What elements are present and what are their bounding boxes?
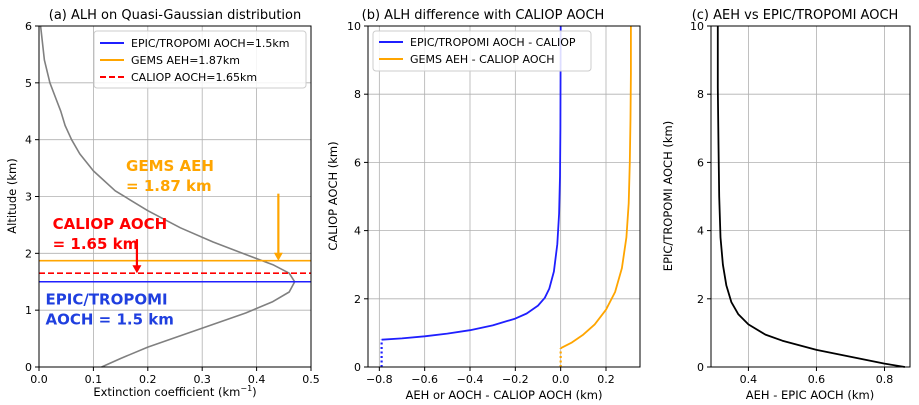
panel-c-xtick-label-0: 0.4 (740, 373, 758, 386)
panel-c-ytick-label-5: 10 (690, 20, 704, 33)
panel-a-legend-box (93, 30, 307, 89)
panel-b-ylabel: CALIOP AOCH (km) (326, 141, 340, 250)
panel-c-xtick-label-1: 0.6 (808, 373, 826, 386)
panel-b-legend-box (372, 30, 592, 72)
panel-b-frame (367, 25, 641, 368)
legend-a-label-gems: GEMS AEH=1.87km (131, 54, 240, 67)
panel-a-xlabel-sup: −1 (240, 384, 252, 393)
legend-b-label-epic: EPIC/TROPOMI AOCH - CALIOP (410, 36, 576, 49)
panel-a-ytick-label-2: 2 (25, 247, 32, 260)
panel-a-annotations: GEMS AEH = 1.87 km CALIOP AOCH = 1.65 km EPI… (46, 157, 283, 328)
panel-c-xtick-label-2: 0.8 (876, 373, 894, 386)
panel-b-grid (368, 25, 640, 368)
panel-b-legend: EPIC/TROPOMI AOCH - CALIOP GEMS AEH - CA… (372, 30, 592, 72)
panel-c-series-0 (716, 26, 906, 368)
panel-c-xlabel: AEH - EPIC AOCH (km) (746, 388, 874, 402)
panel-a-legend: EPIC/TROPOMI AOCH=1.5km GEMS AEH=1.87km … (93, 30, 307, 89)
panel-a-xtick-label-0: 0.0 (30, 373, 48, 386)
panel-a-ytick-label-3: 3 (25, 191, 32, 204)
panel-a-profile-line (39, 25, 296, 368)
panel-a: (a) ALH on Quasi-Gaussian distribution 0… (5, 8, 320, 399)
panel-a-annotation-2-line-0: EPIC/TROPOMI (46, 290, 168, 308)
panel-a-xtick-label-1: 0.1 (85, 373, 103, 386)
panel-c: (c) AEH vs EPIC/TROPOMI AOCH 0.4 0.6 0.8 0 2… (661, 8, 911, 402)
panel-b-xtick-label-1: −0.6 (411, 373, 438, 386)
panel-a-xtick-label-5: 0.5 (302, 373, 320, 386)
panel-b-ytick-label-4: 8 (354, 88, 361, 101)
panel-a-annotation-1-arrow-head (132, 265, 142, 274)
panel-a-annotation-0-line-1: = 1.87 km (126, 177, 212, 195)
panel-a-xlabel: Extinction coefficient (km−1) (93, 384, 256, 399)
panel-b-ytick-label-2: 4 (354, 225, 361, 238)
panel-b-ytick-label-1: 2 (354, 293, 361, 306)
panel-a-annotation-1-line-1: = 1.65 km (53, 235, 139, 253)
panel-a-ticks: 0.0 0.1 0.2 0.3 0.4 0.5 0 1 2 3 4 5 6 (25, 20, 320, 386)
panel-b-ticks: −0.8 −0.6 −0.4 −0.2 0.0 0.2 0 2 4 6 8 10 (347, 20, 615, 386)
panel-c-plot-area (716, 26, 906, 368)
panel-a-ytick-label-0: 0 (25, 361, 32, 374)
panel-c-ytick-label-4: 8 (697, 88, 704, 101)
panel-a-ylabel: Altitude (km) (5, 158, 19, 233)
panel-a-annotation-0-line-0: GEMS AEH (126, 157, 214, 175)
panel-a-xtick-label-2: 0.2 (139, 373, 157, 386)
panel-b-xtick-label-3: −0.2 (502, 373, 529, 386)
panel-c-frame (710, 25, 911, 368)
panel-c-ytick-label-2: 4 (697, 225, 704, 238)
panel-b-ytick-label-5: 10 (347, 20, 361, 33)
panel-a-annotation-0-arrow-head (273, 252, 283, 261)
panel-a-xtick-label-3: 0.3 (193, 373, 211, 386)
panel-a-xlabel-main: Extinction coefficient (km (93, 385, 240, 399)
panel-b-ytick-label-0: 0 (354, 361, 361, 374)
panel-c-grid (711, 25, 910, 368)
panel-b-xlabel: AEH or AOCH - CALIOP AOCH (km) (406, 388, 603, 402)
panel-b-xtick-label-2: −0.4 (457, 373, 484, 386)
legend-b-label-gems: GEMS AEH - CALIOP AOCH (410, 53, 554, 66)
panel-a-annotation-2-line-1: AOCH = 1.5 km (46, 310, 174, 328)
panel-c-ytick-label-1: 2 (697, 293, 704, 306)
panel-b: (b) ALH difference with CALIOP AOCH −0.8… (326, 8, 641, 402)
panel-a-ytick-label-5: 5 (25, 77, 32, 90)
panel-a-ytick-label-6: 6 (25, 20, 32, 33)
panel-b-title: (b) ALH difference with CALIOP AOCH (362, 8, 605, 23)
panel-b-plot-area (380, 25, 632, 367)
panel-b-xtick-label-5: 0.2 (597, 373, 615, 386)
legend-a-label-epic: EPIC/TROPOMI AOCH=1.5km (131, 37, 290, 50)
panel-b-ytick-label-3: 6 (354, 156, 361, 169)
panel-b-series-1 (560, 26, 632, 350)
panel-b-xtick-label-4: 0.0 (552, 373, 570, 386)
panel-c-ytick-label-3: 6 (697, 156, 704, 169)
panel-b-series-0 (381, 25, 562, 341)
panel-a-plot-area (39, 25, 311, 368)
panel-a-ytick-label-1: 1 (25, 304, 32, 317)
panel-a-ytick-label-4: 4 (25, 134, 32, 147)
panel-a-annotation-1-line-0: CALIOP AOCH (53, 215, 168, 233)
panel-a-xlabel-close: ) (252, 385, 257, 399)
panel-c-ytick-label-0: 0 (697, 361, 704, 374)
panel-a-title: (a) ALH on Quasi-Gaussian distribution (49, 8, 301, 23)
panel-c-ylabel: EPIC/TROPOMI AOCH (km) (661, 121, 675, 271)
panel-b-xtick-label-0: −0.8 (366, 373, 393, 386)
legend-a-label-caliop: CALIOP AOCH=1.65km (131, 71, 257, 84)
panel-a-xtick-label-4: 0.4 (248, 373, 266, 386)
panel-c-title: (c) AEH vs EPIC/TROPOMI AOCH (692, 8, 899, 23)
panel-c-ticks: 0.4 0.6 0.8 0 2 4 6 8 10 (690, 20, 893, 386)
